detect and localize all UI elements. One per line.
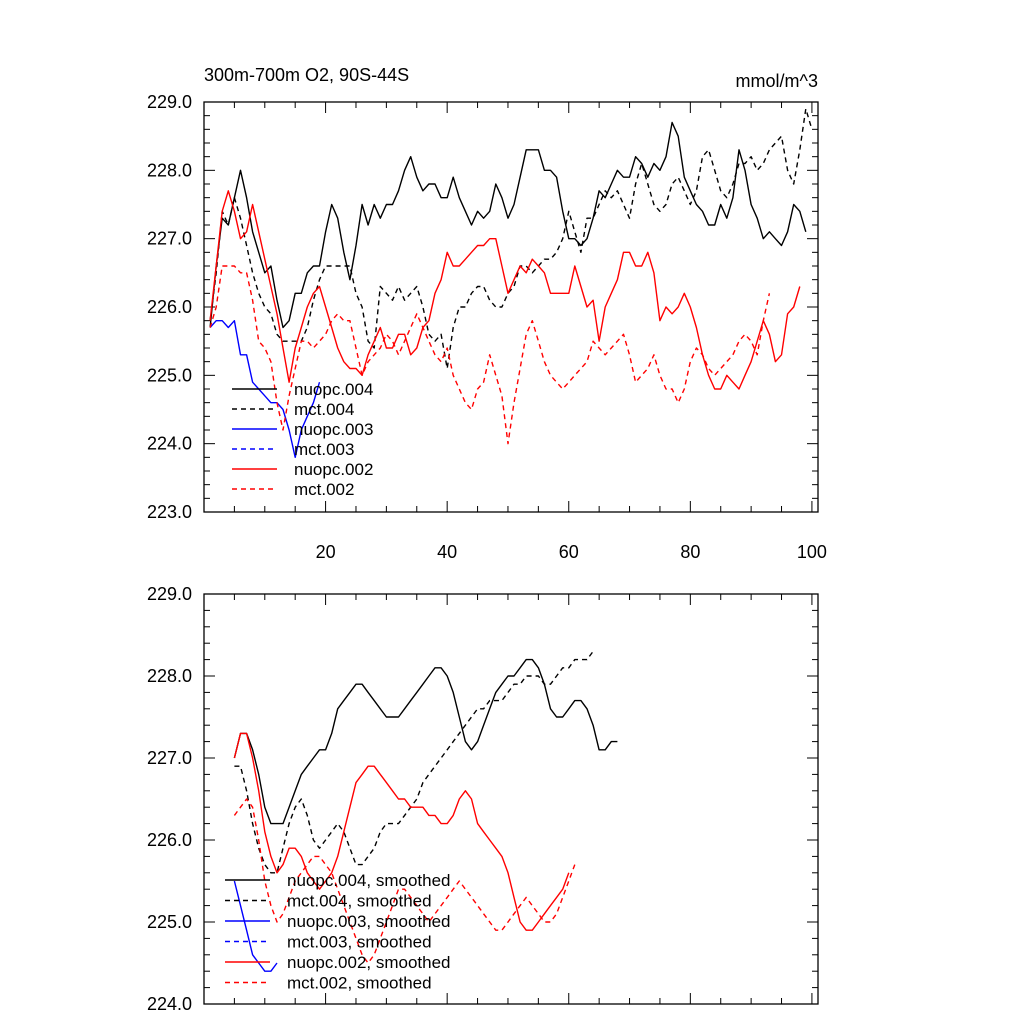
bottom-series-nuopc-004-smoothed <box>233 658 618 825</box>
top-legend-label: mct.004 <box>294 400 354 419</box>
bottom-y-tick-label: 224.0 <box>147 994 192 1014</box>
bottom-legend-label: mct.004, smoothed <box>287 892 432 911</box>
bottom-y-tick-label: 227.0 <box>147 748 192 768</box>
top-series-nuopc-002 <box>209 190 801 390</box>
top-x-tick-label: 60 <box>559 542 579 562</box>
top-y-tick-label: 225.0 <box>147 365 192 385</box>
top-y-tick-label: 229.0 <box>147 92 192 112</box>
bottom-series-mct-002-smoothed <box>233 798 576 964</box>
bottom-y-tick-label: 225.0 <box>147 912 192 932</box>
bottom-series-nuopc-002-smoothed <box>233 732 570 931</box>
bottom-y-tick-label: 228.0 <box>147 666 192 686</box>
top-x-tick-label: 20 <box>316 542 336 562</box>
bottom-legend-label: mct.003, smoothed <box>287 933 432 952</box>
top-series-mct-004 <box>209 108 813 370</box>
top-y-tick-label: 226.0 <box>147 297 192 317</box>
top-legend-label: nuopc.003 <box>294 420 373 439</box>
top-x-tick-label: 80 <box>680 542 700 562</box>
top-y-tick-label: 228.0 <box>147 160 192 180</box>
bottom-y-tick-label: 226.0 <box>147 830 192 850</box>
bottom-legend-label: mct.002, smoothed <box>287 974 432 993</box>
figure-title: 300m-700m O2, 90S-44S <box>204 65 409 85</box>
top-y-tick-label: 223.0 <box>147 502 192 522</box>
top-x-tick-label: 100 <box>797 542 827 562</box>
bottom-series-nuopc-003-smoothed <box>233 880 278 972</box>
bottom-legend-label: nuopc.003, smoothed <box>287 912 451 931</box>
top-y-tick-label: 224.0 <box>147 434 192 454</box>
bottom-series-mct-004-smoothed <box>234 650 594 874</box>
bottom-legend-label: nuopc.004, smoothed <box>287 871 451 890</box>
bottom-panel: 224.0 225.0 226.0 227.0 228.0 229.0 nuopc.004,… <box>147 584 819 1014</box>
units-label: mmol/m^3 <box>736 71 818 91</box>
top-legend-label: nuopc.004 <box>294 380 373 399</box>
top-x-tick-label: 40 <box>437 542 457 562</box>
bottom-legend-label: nuopc.002, smoothed <box>287 953 451 972</box>
bottom-plot-frame <box>203 593 819 1005</box>
top-legend-label: nuopc.002 <box>294 460 373 479</box>
top-series-nuopc-003 <box>209 320 321 458</box>
top-legend-label: mct.002 <box>294 480 354 499</box>
top-series-nuopc-004 <box>209 121 807 329</box>
top-legend-label: mct.003 <box>294 440 354 459</box>
top-y-tick-label: 227.0 <box>147 229 192 249</box>
top-panel: 223.0 224.0 225.0 226.0 227.0 228.0 229.0 20 40 6… <box>147 92 827 562</box>
top-series-mct-002 <box>209 265 771 445</box>
bottom-y-tick-label: 229.0 <box>147 584 192 604</box>
